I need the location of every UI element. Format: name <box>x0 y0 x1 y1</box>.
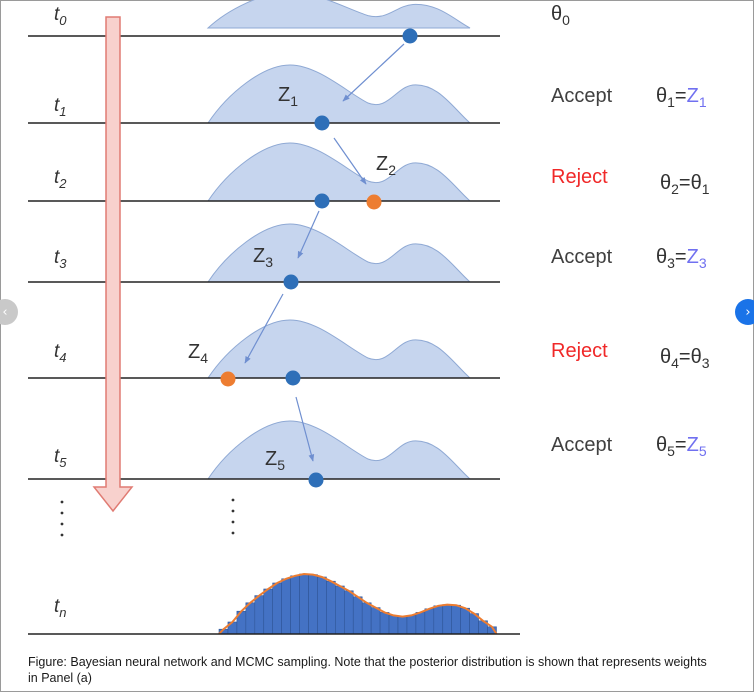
ellipsis <box>60 498 235 537</box>
posterior-distribution-5 <box>207 420 472 480</box>
histogram-bar <box>415 612 426 635</box>
accepted-sample-7 <box>308 472 324 488</box>
accepted-sample-1 <box>314 115 330 131</box>
time-step-5: t5 Z5 Accept θ5=Z5 <box>28 420 707 480</box>
time-label-3: t3 <box>54 247 67 271</box>
histogram-bar <box>406 615 417 635</box>
histogram-bar <box>263 588 273 635</box>
posterior-distribution-2 <box>207 142 472 202</box>
histogram-bar <box>424 608 435 635</box>
previous-slide-button[interactable]: ‹ <box>0 299 18 325</box>
time-label-tn: tn <box>54 596 67 620</box>
histogram-bar <box>379 612 390 635</box>
chevron-right-icon: › <box>745 304 751 320</box>
posterior-distribution-3 <box>207 223 472 283</box>
posterior-distribution-0 <box>206 0 471 29</box>
time-label-0: t0 <box>54 4 67 28</box>
proposal-arrow-1 <box>342 43 405 102</box>
time-step-0: t0 θ0 <box>28 0 570 37</box>
next-slide-button[interactable]: › <box>735 299 754 325</box>
accepted-sample-0 <box>402 28 418 44</box>
theta-equation-5: θ5=Z5 <box>656 434 707 459</box>
decision-label-4: Reject <box>551 340 608 362</box>
proposal-label-2: Z2 <box>376 153 396 178</box>
accepted-sample-4 <box>283 274 299 290</box>
theta-equation-2: θ2=θ1 <box>660 172 710 197</box>
time-label-4: t4 <box>54 341 67 365</box>
histogram-bar <box>343 590 354 635</box>
time-label-5: t5 <box>54 446 67 470</box>
histogram-bar <box>317 576 327 635</box>
histogram-bar <box>245 602 256 635</box>
histogram-bar <box>451 604 461 635</box>
histogram-bar <box>442 604 452 635</box>
time-step-2: t2 Z2 Reject θ2=θ1 <box>28 142 710 202</box>
histogram-bar <box>335 585 345 635</box>
figure-caption: Figure: Bayesian neural network and MCMC… <box>28 655 707 685</box>
proposal-label-1: Z1 <box>278 84 298 109</box>
proposal-arrow-5 <box>295 396 315 462</box>
posterior-distribution-4 <box>207 319 472 379</box>
proposal-label-5: Z5 <box>265 448 285 473</box>
histogram-bar <box>370 607 381 635</box>
proposal-arrow-4 <box>244 293 284 364</box>
histogram-bar <box>272 582 282 635</box>
histogram-bar <box>299 573 309 635</box>
rejected-sample-3 <box>366 194 382 210</box>
histogram-bar <box>460 607 470 635</box>
histogram-bar <box>352 596 363 635</box>
time-step-3: t3 Z3 Accept θ3=Z3 <box>28 223 707 283</box>
decision-label-5: Accept <box>551 434 613 456</box>
accepted-sample-6 <box>285 370 301 386</box>
histogram-bar <box>254 595 265 635</box>
mcmc-diagram: t0 θ0 t1 Z1 Accept θ1=Z1 t2 Z2 Reject θ2=θ1 t3 Z3 Ac… <box>28 0 710 635</box>
chevron-left-icon: ‹ <box>2 304 8 320</box>
proposal-arrow-3 <box>297 210 320 259</box>
proposal-label-3: Z3 <box>253 245 273 270</box>
proposal-label-4: Z4 <box>188 341 208 366</box>
histogram-bar <box>433 605 444 635</box>
histogram-bar <box>397 616 408 635</box>
decision-label-1: Accept <box>551 85 613 107</box>
posterior-distribution-1 <box>207 64 472 124</box>
theta-equation-4: θ4=θ3 <box>660 346 710 371</box>
theta-equation-3: θ3=Z3 <box>656 246 707 271</box>
histogram-bar <box>388 615 399 635</box>
histogram-bar <box>290 575 300 635</box>
rejected-sample-5 <box>220 371 236 387</box>
theta-equation-0: θ0 <box>551 3 570 28</box>
theta-equation-1: θ1=Z1 <box>656 85 707 110</box>
posterior-density-curve <box>218 572 498 635</box>
histogram-bar <box>326 580 336 635</box>
histogram-bar <box>308 574 318 635</box>
time-label-1: t1 <box>54 95 67 119</box>
time-step-4: t4 Z4 Reject θ4=θ3 <box>28 319 710 379</box>
time-label-2: t2 <box>54 167 67 191</box>
histogram-bar <box>361 602 372 635</box>
time-arrow <box>92 16 134 513</box>
histogram-bar <box>281 578 291 635</box>
accepted-sample-2 <box>314 193 330 209</box>
time-step-1: t1 Z1 Accept θ1=Z1 <box>28 64 707 124</box>
proposal-arrow-2 <box>333 137 367 185</box>
decision-label-2: Reject <box>551 166 608 188</box>
decision-label-3: Accept <box>551 246 613 268</box>
